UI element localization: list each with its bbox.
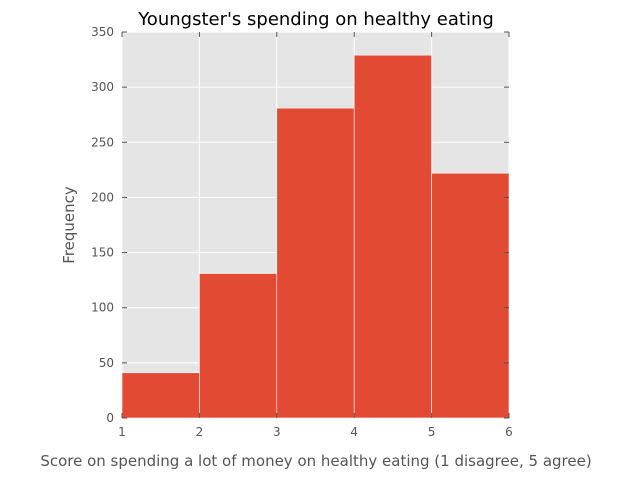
- bars: [121, 54, 510, 419]
- bar-bin-5: [431, 172, 510, 419]
- x-tick-label: 6: [505, 425, 513, 439]
- y-tick-label: 50: [99, 356, 114, 370]
- x-tick-label: 5: [428, 425, 436, 439]
- x-tick-label: 1: [118, 425, 126, 439]
- x-tick-label: 3: [273, 425, 281, 439]
- x-tick-labels: 1 2 3 4 5 6: [118, 425, 513, 439]
- bar-bin-4: [353, 54, 432, 419]
- y-tick-label: 100: [91, 301, 114, 315]
- tick-marks: [121, 31, 510, 419]
- y-tick-label: 200: [91, 190, 114, 204]
- bar-bin-3: [276, 107, 355, 419]
- x-axis-label: Score on spending a lot of money on heal…: [40, 452, 591, 470]
- y-tick-label: 250: [91, 135, 114, 149]
- y-tick-label: 0: [106, 411, 114, 425]
- chart-title: Youngster's spending on healthy eating: [137, 9, 494, 30]
- y-tick-label: 150: [91, 246, 114, 260]
- bar-bin-1: [121, 372, 200, 419]
- x-tick-label: 4: [350, 425, 358, 439]
- bar-bin-2: [199, 273, 278, 419]
- y-axis-label: Frequency: [60, 186, 78, 264]
- y-tick-label: 300: [91, 80, 114, 94]
- y-tick-labels: 0 50 100 150 200 250 300 350: [91, 25, 114, 425]
- y-tick-label: 350: [91, 25, 114, 39]
- x-tick-label: 2: [196, 425, 204, 439]
